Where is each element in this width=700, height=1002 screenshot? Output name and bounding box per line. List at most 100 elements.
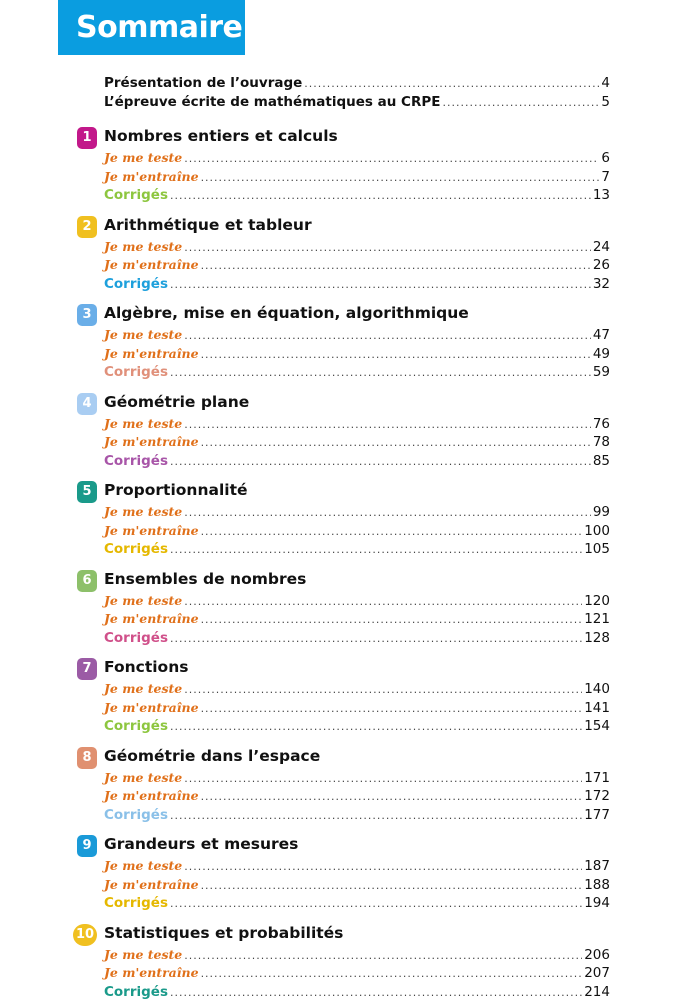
entry-label: Je me teste xyxy=(104,769,184,788)
entry-label: Je m'entraîne xyxy=(104,256,201,275)
toc-entry-je-m-entraine[interactable]: Je m'entraîne141 xyxy=(104,699,610,718)
chapter-title-text: Proportionnalité xyxy=(104,481,248,499)
page-number: 24 xyxy=(591,238,610,257)
dot-leader xyxy=(170,364,591,383)
dot-leader xyxy=(170,630,582,649)
chapter-title-text: Fonctions xyxy=(104,658,188,676)
entry-label: Je me teste xyxy=(104,857,184,876)
chapter-number-badge: 2 xyxy=(77,216,97,238)
entry-label: Corrigés xyxy=(104,275,170,294)
toc-entry-je-me-teste[interactable]: Je me teste99 xyxy=(104,503,610,522)
toc-entry-je-m-entraine[interactable]: Je m'entraîne100 xyxy=(104,522,610,541)
toc-entry-je-m-entraine[interactable]: Je m'entraîne 121 xyxy=(104,610,610,629)
dot-leader xyxy=(170,187,591,206)
dot-leader xyxy=(201,169,600,188)
page-number: 120 xyxy=(582,592,610,611)
entry-label: Je m'entraîne xyxy=(104,699,201,718)
page-number: 140 xyxy=(582,680,610,699)
entry-label: Je m'entraîne xyxy=(104,433,201,452)
toc-entry-je-me-teste[interactable]: Je me teste47 xyxy=(104,326,610,345)
page-title: Sommaire xyxy=(58,0,245,55)
page-number: 194 xyxy=(582,894,610,913)
page-number: 206 xyxy=(582,946,610,965)
dot-leader xyxy=(442,94,599,113)
toc-entry-je-m-entraine[interactable]: Je m'entraîne172 xyxy=(104,787,610,806)
entry-label: Corrigés xyxy=(104,186,170,205)
chapter-title-text: Géométrie plane xyxy=(104,393,249,411)
dot-leader xyxy=(184,681,582,700)
toc-entry-je-me-teste[interactable]: Je me teste6 xyxy=(104,149,610,168)
entry-label: Je me teste xyxy=(104,592,184,611)
toc-entry-je-me-teste[interactable]: Je me teste76 xyxy=(104,415,610,434)
page-number: 99 xyxy=(591,503,610,522)
entry-label: Je m'entraîne xyxy=(104,610,201,629)
page-number: 13 xyxy=(591,186,610,205)
toc-entry-corriges[interactable]: Corrigés85 xyxy=(104,452,610,471)
toc-entry-je-me-teste[interactable]: Je me teste140 xyxy=(104,680,610,699)
toc-entry-corriges[interactable]: Corrigés194 xyxy=(104,894,610,913)
page-number: 214 xyxy=(582,983,610,1002)
chapter-number-badge: 5 xyxy=(77,481,97,503)
dot-leader xyxy=(201,523,583,542)
toc-entry[interactable]: L’épreuve écrite de mathématiques au CRP… xyxy=(104,93,610,112)
page-number: 171 xyxy=(582,769,610,788)
toc-entry-corriges[interactable]: Corrigés128 xyxy=(104,629,610,648)
page-number: 128 xyxy=(582,629,610,648)
toc-entry-je-m-entraine[interactable]: Je m'entraîne188 xyxy=(104,876,610,895)
dot-leader xyxy=(170,807,582,826)
page-number: 85 xyxy=(591,452,610,471)
chapter-number-badge: 4 xyxy=(77,393,97,415)
entry-label: Je m'entraîne xyxy=(104,345,201,364)
toc-entry-je-m-entraine[interactable]: Je m'entraîne 49 xyxy=(104,345,610,364)
entry-label: Je me teste xyxy=(104,326,184,345)
toc-entry-je-me-teste[interactable]: Je me teste 120 xyxy=(104,592,610,611)
toc-entry-corriges[interactable]: Corrigés214 xyxy=(104,983,610,1002)
entry-label: Je m'entraîne xyxy=(104,168,201,187)
page-number: 105 xyxy=(582,540,610,559)
chapter-title-text: Grandeurs et mesures xyxy=(104,835,298,853)
toc-entry[interactable]: Présentation de l’ouvrage4 xyxy=(104,74,610,93)
dot-leader xyxy=(184,239,591,258)
toc-entry-corriges[interactable]: Corrigés 105 xyxy=(104,540,610,559)
dot-leader xyxy=(184,947,582,966)
toc-entry-corriges[interactable]: Corrigés 13 xyxy=(104,186,610,205)
toc-entry-je-me-teste[interactable]: Je me teste 171 xyxy=(104,769,610,788)
toc-entry-corriges[interactable]: Corrigés32 xyxy=(104,275,610,294)
toc-entry-corriges[interactable]: Corrigés59 xyxy=(104,363,610,382)
toc-entry-je-me-teste[interactable]: Je me teste24 xyxy=(104,238,610,257)
chapter-number-badge: 3 xyxy=(77,304,97,326)
table-of-contents: Présentation de l’ouvrage4L’épreuve écri… xyxy=(104,74,610,1001)
page-number: 177 xyxy=(582,806,610,825)
chapter-title-text: Statistiques et probabilités xyxy=(104,924,343,942)
toc-entry-corriges[interactable]: Corrigés154 xyxy=(104,717,610,736)
dot-leader xyxy=(170,541,582,560)
toc-entry-je-me-teste[interactable]: Je me teste187 xyxy=(104,857,610,876)
page-number: 154 xyxy=(582,717,610,736)
toc-entry-je-m-entraine[interactable]: Je m'entraîne7 xyxy=(104,168,610,187)
dot-leader xyxy=(201,877,583,896)
page-number: 49 xyxy=(591,345,610,364)
toc-entry-je-m-entraine[interactable]: Je m'entraîne 78 xyxy=(104,433,610,452)
entry-label: Corrigés xyxy=(104,540,170,559)
dot-leader xyxy=(201,346,591,365)
entry-label: Je me teste xyxy=(104,149,184,168)
toc-entry-je-me-teste[interactable]: Je me teste206 xyxy=(104,946,610,965)
chapter-number-badge: 6 xyxy=(77,570,97,592)
page-number: 78 xyxy=(591,433,610,452)
page-number: 121 xyxy=(582,610,610,629)
toc-entry-corriges[interactable]: Corrigés177 xyxy=(104,806,610,825)
toc-entry-je-m-entraine[interactable]: Je m'entraîne26 xyxy=(104,256,610,275)
